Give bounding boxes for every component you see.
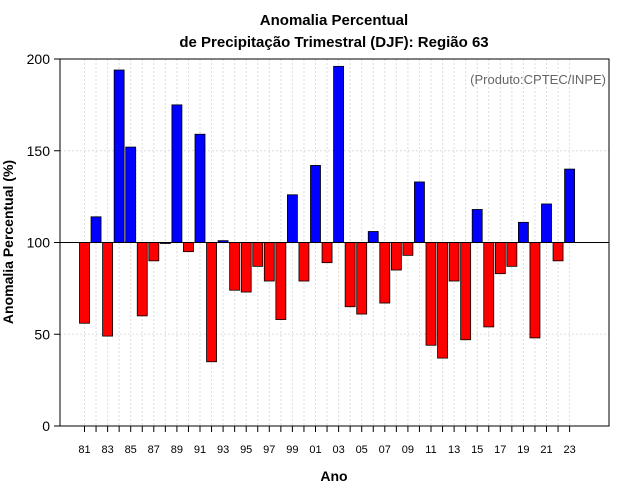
- x-tick-label: 03: [332, 444, 344, 456]
- bar-2020: [529, 242, 541, 339]
- bar-2001: [310, 165, 321, 243]
- bar-1999: [286, 194, 298, 243]
- x-tick-label: 01: [309, 444, 321, 456]
- x-tick-label: 81: [78, 444, 90, 456]
- bar-1997: [263, 242, 275, 282]
- chart-title-line-1: Anomalia Percentual: [260, 12, 408, 29]
- x-tick-label: 85: [125, 444, 137, 456]
- bar-1990: [183, 242, 194, 253]
- bar-2014: [460, 242, 472, 341]
- bar-1995: [240, 242, 252, 293]
- bar-2004: [344, 242, 356, 308]
- bar-2022: [552, 242, 564, 262]
- y-tick-label: 100: [27, 235, 51, 251]
- bar-2003: [333, 65, 345, 243]
- bar-2018: [506, 242, 518, 267]
- bar-1981: [79, 242, 90, 324]
- bar-2013: [448, 242, 460, 282]
- y-axis-label: Anomalia Percentual (%): [0, 160, 16, 324]
- bar-2009: [402, 242, 414, 256]
- x-tick-label: 95: [240, 444, 252, 456]
- bar-2016: [483, 242, 495, 328]
- y-tick-label: 50: [34, 326, 50, 342]
- x-axis-label: Ano: [320, 468, 347, 484]
- bar-2007: [379, 242, 391, 304]
- bar-2015: [471, 209, 483, 243]
- bar-1983: [102, 242, 113, 337]
- bar-1984: [113, 69, 125, 243]
- bar-1992: [206, 242, 217, 363]
- gridlines: [60, 59, 609, 426]
- bar-1987: [148, 242, 160, 262]
- bar-2000: [298, 242, 310, 282]
- bar-1994: [229, 242, 241, 291]
- bar-1991: [194, 133, 206, 243]
- y-tick-label: 150: [27, 143, 51, 159]
- bar-2011: [425, 242, 437, 346]
- bar-2023: [564, 168, 575, 243]
- bar-2002: [321, 242, 333, 264]
- bar-2012: [437, 242, 448, 359]
- bar-2019: [518, 221, 529, 243]
- x-tick-label: 23: [563, 444, 575, 456]
- x-tick-label: 97: [263, 444, 275, 456]
- bar-1996: [252, 242, 264, 267]
- x-tick-label: 05: [356, 444, 368, 456]
- x-tick-label: 19: [517, 444, 529, 456]
- x-tick-label: 87: [148, 444, 160, 456]
- x-tick-label: 99: [286, 444, 298, 456]
- x-tick-label: 91: [194, 444, 206, 456]
- bar-2021: [541, 203, 552, 243]
- x-tick-label: 93: [217, 444, 229, 456]
- bar-2010: [414, 181, 425, 243]
- x-tick-label: 15: [471, 444, 483, 456]
- bar-1982: [90, 216, 102, 243]
- x-tick-label: 21: [540, 444, 552, 456]
- bar-1998: [275, 242, 287, 320]
- bar-2005: [356, 242, 368, 315]
- x-tick-label: 07: [379, 444, 391, 456]
- x-tick-label: 17: [494, 444, 506, 456]
- bar-1986: [136, 242, 148, 317]
- x-tick-label: 89: [171, 444, 183, 456]
- x-axis: 81 83 85 87 89 91 93 95 97 99 01 03 05 07 09 11 13 15 17 19…: [78, 426, 576, 456]
- bar-1985: [125, 146, 137, 243]
- chart-title-line-2: de Precipitação Trimestral (DJF): Região…: [179, 34, 488, 51]
- x-tick-label: 83: [101, 444, 113, 456]
- x-tick-label: 13: [448, 444, 460, 456]
- y-tick-label: 200: [27, 51, 51, 67]
- x-tick-label: 11: [425, 444, 436, 456]
- bar-2017: [494, 242, 506, 275]
- credit-label: (Produto:CPTEC/INPE): [470, 72, 606, 87]
- bar-1989: [171, 104, 183, 243]
- bar-2006: [367, 231, 379, 243]
- y-axis: 0 50 100 150 200: [27, 51, 60, 434]
- y-tick-label: 0: [42, 418, 50, 434]
- bars: [79, 65, 575, 363]
- bar-2008: [390, 242, 402, 271]
- x-tick-label: 09: [402, 444, 414, 456]
